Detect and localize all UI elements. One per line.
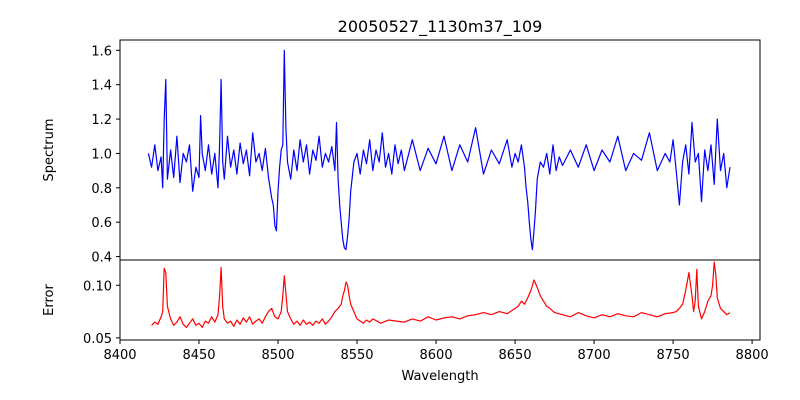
spectrum-y-ticks: 0.4 0.6 0.8 1.0 1.2 1.4 1.6 (91, 44, 120, 266)
error-panel: 0.05 0.10 Error (42, 259, 761, 347)
spectrum-y-tick-label: 0.8 (91, 182, 112, 197)
x-tick-label: 8700 (578, 348, 611, 363)
x-tick-label: 8550 (340, 348, 373, 363)
spectrum-line (147, 49, 731, 251)
x-tick-label: 8600 (420, 348, 453, 363)
error-line (151, 261, 731, 328)
x-tick-label: 8750 (657, 348, 690, 363)
x-tick-label: 8450 (182, 348, 215, 363)
error-y-axis-label: Error (42, 284, 57, 316)
spectrum-y-tick-label: 1.4 (91, 79, 112, 94)
spectrum-series (147, 49, 731, 251)
error-series (151, 261, 731, 328)
spectrum-y-tick-label: 1.6 (91, 44, 112, 59)
error-y-ticks: 0.05 0.10 (83, 279, 120, 347)
x-tick-label: 8650 (499, 348, 532, 363)
error-axes-frame (119, 259, 761, 341)
spectrum-y-axis-label: Spectrum (42, 119, 57, 182)
spectrum-y-tick-label: 1.0 (91, 147, 112, 162)
spectrum-panel: 0.4 0.6 0.8 1.0 1.2 1.4 1.6 Spectrum (42, 39, 761, 266)
error-y-tick-label: 0.10 (83, 279, 112, 294)
x-tick-label: 8400 (103, 348, 136, 363)
chart-title: 20050527_1130m37_109 (338, 17, 543, 37)
x-tick-label: 8800 (736, 348, 769, 363)
spectrum-y-tick-label: 1.2 (91, 113, 112, 128)
x-axis-ticks: 8400 8450 8500 8550 8600 8650 8700 8750 8800 (103, 340, 769, 363)
x-axis-label: Wavelength (401, 369, 478, 384)
error-y-tick-label: 0.05 (83, 332, 112, 347)
spectrum-y-tick-label: 0.6 (91, 216, 112, 231)
x-tick-label: 8500 (261, 348, 294, 363)
spectrum-y-tick-label: 0.4 (91, 251, 112, 266)
